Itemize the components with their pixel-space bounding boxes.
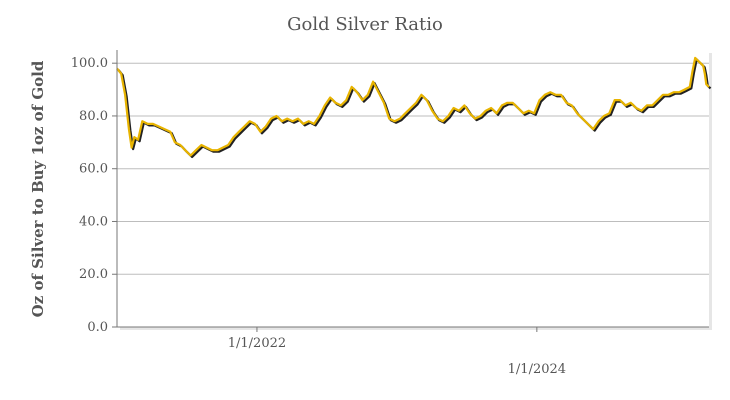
y-tick-label: 20.0 xyxy=(79,267,108,282)
axes xyxy=(112,50,709,332)
x-tick-label: 1/1/2024 xyxy=(508,362,566,377)
plot-frame xyxy=(117,50,712,330)
y-tick-label: 100.0 xyxy=(71,56,108,71)
y-tick-label: 60.0 xyxy=(79,162,108,177)
series-line xyxy=(116,56,710,157)
plot-area xyxy=(117,50,709,327)
y-tick-label: 0.0 xyxy=(87,320,108,335)
y-tick-label: 40.0 xyxy=(79,214,108,229)
x-tick-label: 1/1/2022 xyxy=(228,336,286,351)
tick-labels: 0.0 20.0 40.0 60.0 80.0 100.0 1/1/2022 1/1/2024 xyxy=(71,56,566,377)
chart-title: Gold Silver Ratio xyxy=(287,14,443,35)
y-tick-label: 80.0 xyxy=(79,109,108,124)
series-layer xyxy=(116,56,712,159)
y-axis-label: Oz of Silver to Buy 1oz of Gold xyxy=(29,60,47,317)
